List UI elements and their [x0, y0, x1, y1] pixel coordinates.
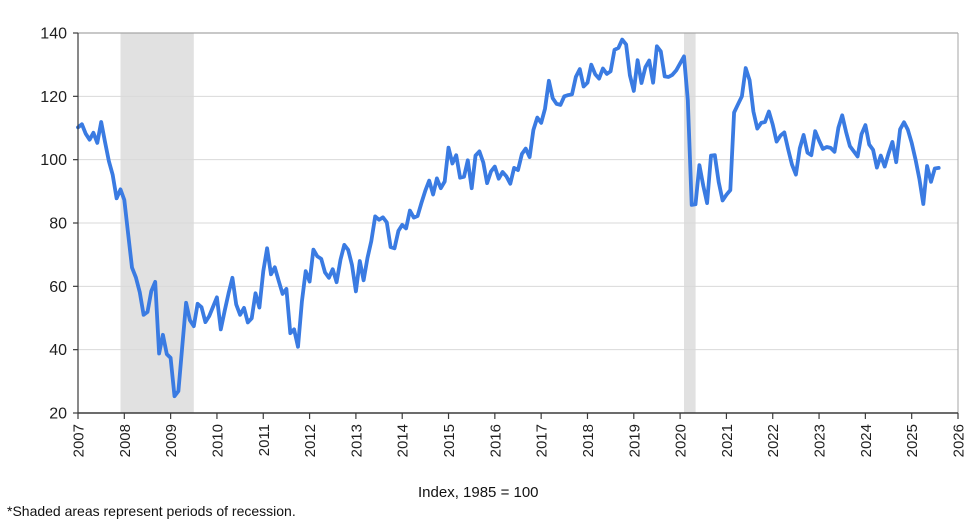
x-axis-label: 2022 [765, 424, 782, 457]
y-axis-label: 100 [40, 152, 67, 169]
confidence-index-line [76, 37, 941, 399]
x-axis-label: 2009 [163, 424, 180, 457]
footnotes: *Shaded areas represent periods of reces… [7, 468, 321, 521]
x-axis-label: 2013 [348, 424, 365, 457]
x-axis-label: 2026 [951, 424, 968, 457]
x-axis-label: 2017 [534, 424, 551, 457]
x-axis-label: 2010 [209, 424, 226, 457]
consumer-confidence-chart: 2007 2008 2009 2010 2011 2012 2013 2014 2015 2016… [40, 26, 968, 458]
x-axis-label: 2014 [395, 424, 412, 457]
y-axis-label: 120 [40, 89, 67, 106]
x-axis-label: 2015 [441, 424, 458, 457]
x-axis-label: 2021 [719, 424, 736, 457]
x-axis-label: 2011 [256, 424, 273, 456]
y-axis-label: 140 [40, 26, 67, 43]
y-axis-label: 60 [49, 279, 67, 296]
x-axis-label: 2019 [626, 424, 643, 457]
x-axis-label: 2016 [487, 424, 504, 457]
x-axis-label: 2007 [71, 424, 88, 457]
x-axis-label: 2012 [302, 424, 319, 457]
x-axis-label: 2020 [673, 424, 690, 457]
x-axis-label: 2023 [812, 424, 829, 457]
y-axis-label: 40 [49, 342, 67, 359]
x-axis-label: 2024 [858, 424, 875, 457]
y-axis-label: 20 [49, 406, 67, 423]
x-axis-label: 2018 [580, 424, 597, 457]
x-axis-label: 2008 [117, 424, 134, 457]
index-base-note: Index, 1985 = 100 [418, 484, 539, 501]
x-axis-label: 2025 [904, 424, 921, 457]
recession-footnote: *Shaded areas represent periods of reces… [7, 503, 296, 519]
y-axis-label: 80 [49, 216, 67, 233]
